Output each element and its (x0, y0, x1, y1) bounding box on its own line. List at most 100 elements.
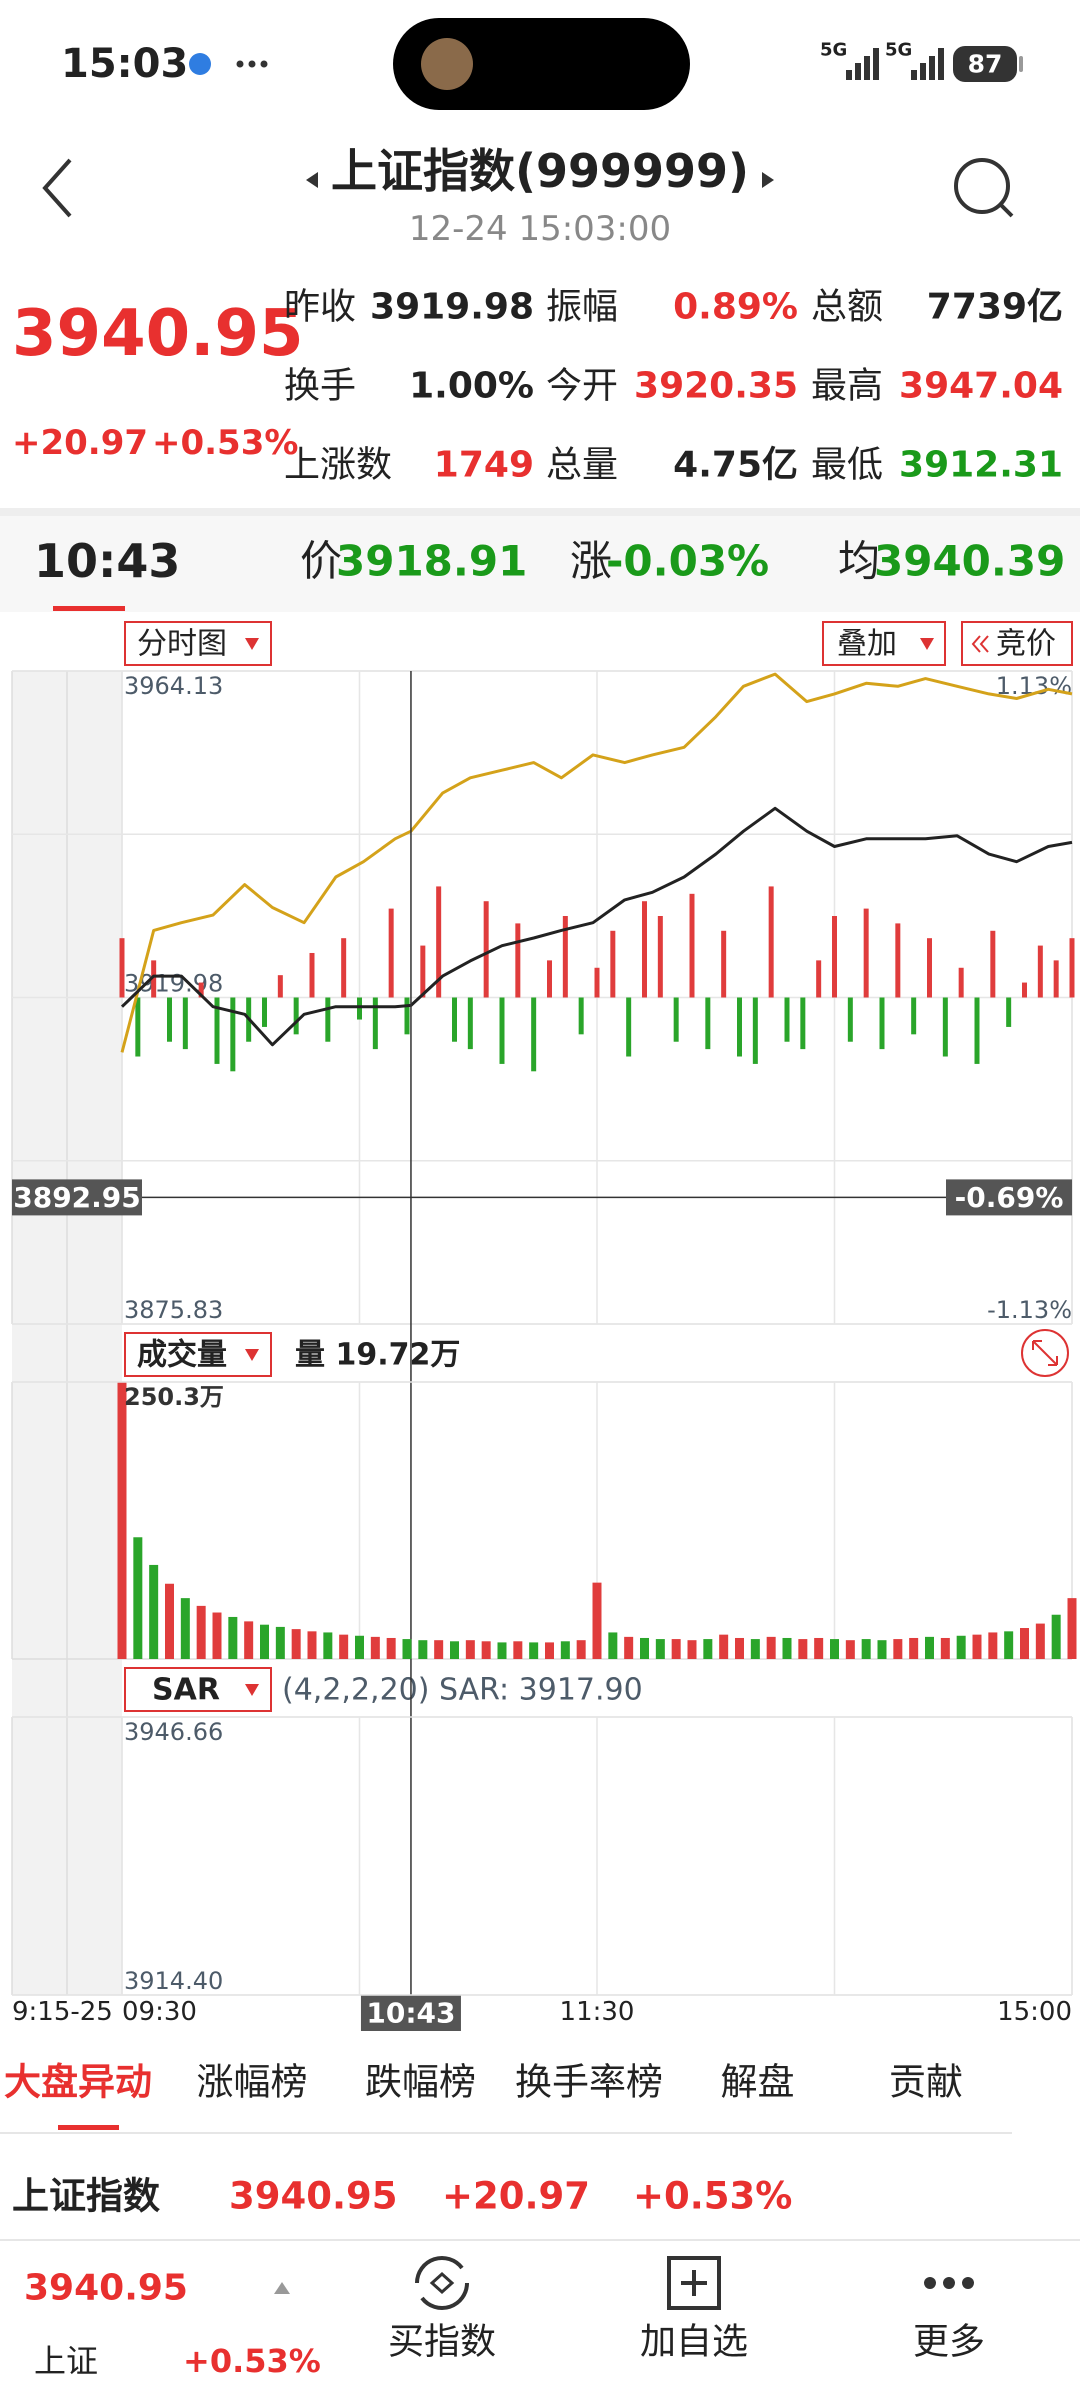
auction-button[interactable]: 竞价 (961, 621, 1073, 666)
breadth-bar (1006, 997, 1012, 1027)
nav-button-label[interactable]: 买指数 (388, 2322, 496, 2363)
volume-bar (1020, 1628, 1029, 1659)
volume-selector[interactable]: 成交量 (124, 1332, 272, 1377)
info-row (0, 516, 1080, 612)
crosshair-label-box (946, 1179, 1072, 1216)
breadth-bar (990, 930, 996, 998)
premarket-label: 9:15-25 (12, 1997, 113, 2027)
expand-icon (1021, 1329, 1069, 1377)
volume-bar (1067, 1598, 1077, 1659)
breadth-bar (737, 997, 742, 1057)
volume-bar (687, 1640, 697, 1659)
tab[interactable]: 跌幅榜 (365, 2061, 476, 2104)
breadth-bar (974, 997, 980, 1064)
y-tick-label: 3964.13 (124, 672, 223, 700)
nav-button-label[interactable]: 更多 (913, 2322, 985, 2363)
camera-island (393, 18, 690, 110)
search-button[interactable] (954, 158, 1014, 218)
y-tick-label: 3875.83 (124, 1296, 223, 1324)
x-tick-label: 11:30 (560, 1997, 635, 2027)
volume-bar (1035, 1623, 1045, 1659)
breadth-bar (293, 997, 299, 1035)
breadth-bar (277, 975, 283, 998)
crosshair-time: 10:43 (34, 534, 180, 588)
field-label: 上涨数 (284, 445, 392, 486)
time-underline (53, 606, 125, 611)
volume-bar (624, 1636, 634, 1659)
volume-bar (228, 1616, 238, 1659)
status-dot (236, 60, 244, 68)
breadth-bar (1053, 960, 1059, 998)
more-icon[interactable] (924, 2277, 974, 2289)
crosshair-y-label: 3892.95 (13, 1181, 141, 1214)
signal-bar (938, 48, 944, 80)
icon-dot (924, 2277, 936, 2289)
island-avatar (421, 38, 473, 90)
volume-bar (386, 1637, 396, 1659)
breadth-bar (594, 967, 600, 998)
quote-datetime: 12-24 15:03:00 (409, 209, 671, 249)
nav-expand[interactable] (274, 2282, 290, 2294)
nav-price: 3940.95 (24, 2268, 188, 2309)
next-arrow[interactable] (762, 172, 774, 188)
breadth-bar (1022, 982, 1027, 998)
tab[interactable]: 换手率榜 (515, 2061, 663, 2104)
tab[interactable]: 涨幅榜 (197, 2061, 308, 2104)
field-label: 换手 (284, 366, 356, 407)
tab[interactable]: 解盘 (721, 2061, 795, 2104)
icon-square (667, 2256, 721, 2310)
volume-bar (576, 1640, 586, 1659)
chart-type-selector[interactable]: 分时图 (124, 621, 272, 666)
breadth-bar (404, 997, 410, 1035)
volume-bar (845, 1640, 855, 1659)
field-value: 1749 (434, 445, 534, 486)
battery-nub (1019, 56, 1023, 72)
buy-index-icon[interactable] (415, 2256, 469, 2310)
selector-box (124, 1332, 272, 1377)
breadth-bar (151, 960, 157, 998)
signal-bars (846, 48, 879, 80)
icon-arcs (415, 2256, 469, 2310)
overlay-selector[interactable]: 叠加 (822, 621, 946, 666)
field-label: 总量 (546, 445, 618, 486)
volume-bar (798, 1639, 808, 1659)
breadth-bar (182, 997, 188, 1050)
icon-dot (962, 2277, 974, 2289)
breadth-bar (895, 923, 901, 998)
back-button[interactable] (42, 158, 72, 218)
tab[interactable]: 贡献 (889, 2061, 963, 2104)
expand-arrows (1032, 1340, 1058, 1366)
breadth-bar (372, 997, 378, 1050)
status-icon (189, 53, 211, 75)
icon-diamond (429, 2271, 455, 2295)
expand-button[interactable] (1021, 1329, 1069, 1377)
volume-bar (735, 1637, 744, 1659)
volume-bar (307, 1631, 317, 1659)
volume-bar (465, 1640, 475, 1659)
crosshair-label-box (360, 1995, 461, 2031)
indicator-selector[interactable]: SAR (124, 1667, 272, 1712)
breadth-bar (721, 930, 727, 998)
breadth-bar (452, 997, 457, 1042)
nav-button-label[interactable]: 加自选 (640, 2322, 748, 2363)
breadth-bar (832, 916, 837, 998)
price-change: +20.97 (12, 423, 148, 463)
volume-bar (434, 1640, 444, 1659)
icon-dot (943, 2277, 955, 2289)
volume-bar (940, 1637, 950, 1659)
field-label: 振幅 (546, 287, 618, 328)
info-label: 价 (300, 537, 342, 586)
crosshair-x-label: 10:43 (366, 1997, 455, 2030)
field-value: 0.89% (673, 287, 798, 328)
breadth-bar (531, 997, 537, 1072)
breadth-bar (578, 997, 584, 1035)
volume-bar (925, 1636, 934, 1659)
tab[interactable]: 大盘异动 (4, 2061, 152, 2104)
add-watchlist-icon[interactable] (667, 2256, 721, 2310)
volume-bar (165, 1583, 174, 1659)
breadth-bar (673, 997, 679, 1042)
volume-bar (640, 1637, 649, 1659)
volume-bar (450, 1641, 459, 1659)
list-price: 3940.95 (229, 2175, 398, 2218)
prev-arrow[interactable] (306, 172, 318, 188)
